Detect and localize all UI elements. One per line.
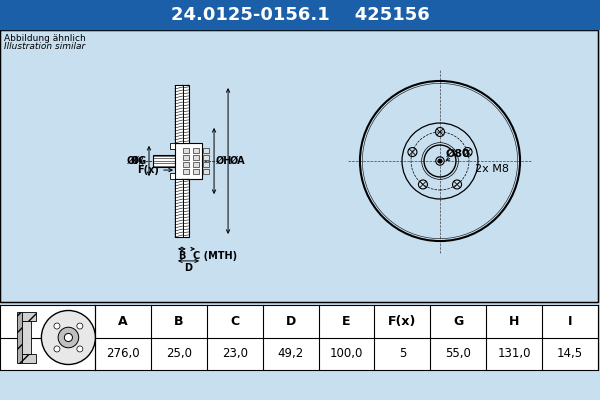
Text: 25,0: 25,0 (166, 347, 192, 360)
Bar (203, 148, 209, 153)
Bar (170, 143, 175, 149)
Circle shape (54, 346, 60, 352)
Bar (193, 148, 199, 153)
Bar (22, 312, 36, 321)
Text: ØI: ØI (127, 156, 139, 166)
Bar (193, 155, 199, 160)
Text: ØE: ØE (178, 164, 193, 174)
Text: A: A (118, 315, 128, 328)
Bar (193, 169, 199, 174)
Text: C: C (230, 315, 239, 328)
Text: 5: 5 (399, 347, 406, 360)
Text: D: D (286, 315, 296, 328)
Bar (22, 354, 36, 363)
Bar (0, 30, 598, 302)
Text: Abbildung ähnlich: Abbildung ähnlich (4, 34, 86, 43)
Text: ØG: ØG (131, 156, 147, 166)
Text: H: H (509, 315, 520, 328)
Bar (0, 305, 598, 370)
Circle shape (64, 334, 73, 342)
Bar (183, 162, 189, 167)
Circle shape (77, 323, 83, 329)
Text: 23,0: 23,0 (222, 347, 248, 360)
Circle shape (77, 346, 83, 352)
Text: 2x M8: 2x M8 (475, 164, 509, 174)
Text: C (MTH): C (MTH) (193, 251, 237, 261)
Bar (175, 179, 183, 237)
Text: 49,2: 49,2 (277, 347, 304, 360)
Bar (175, 179, 189, 237)
Bar (183, 169, 189, 174)
Text: 131,0: 131,0 (497, 347, 531, 360)
Bar (203, 169, 209, 174)
Bar (170, 173, 175, 179)
Bar (203, 162, 209, 167)
Text: Ø80: Ø80 (446, 149, 471, 159)
Bar (22, 321, 31, 354)
Text: 14,5: 14,5 (557, 347, 583, 360)
Bar (175, 143, 202, 179)
Text: Ate: Ate (403, 79, 507, 133)
Text: D: D (185, 263, 193, 273)
Text: ØH: ØH (216, 156, 232, 166)
Bar (183, 155, 189, 160)
Bar (193, 162, 199, 167)
Bar (175, 85, 189, 143)
Text: Illustration similar: Illustration similar (4, 42, 85, 51)
Text: I: I (568, 315, 572, 328)
Circle shape (58, 327, 79, 348)
Text: 100,0: 100,0 (330, 347, 363, 360)
Text: ØA: ØA (230, 156, 245, 166)
Bar (183, 148, 189, 153)
Text: F(x): F(x) (388, 315, 416, 328)
Bar (0, 0, 600, 29)
Text: E: E (342, 315, 351, 328)
Text: B: B (174, 315, 184, 328)
Circle shape (41, 310, 95, 364)
Bar (153, 155, 175, 167)
Bar (175, 85, 183, 143)
Bar (203, 155, 209, 160)
Bar (0, 30, 598, 302)
Text: B: B (178, 251, 185, 261)
Text: 24.0125-0156.1    425156: 24.0125-0156.1 425156 (170, 6, 430, 24)
Text: F(x): F(x) (137, 165, 159, 175)
Text: 55,0: 55,0 (445, 347, 471, 360)
Bar (17, 312, 22, 363)
Text: 276,0: 276,0 (106, 347, 140, 360)
Circle shape (438, 159, 442, 163)
Bar (0, 30, 598, 302)
Text: G: G (453, 315, 463, 328)
Circle shape (54, 323, 60, 329)
